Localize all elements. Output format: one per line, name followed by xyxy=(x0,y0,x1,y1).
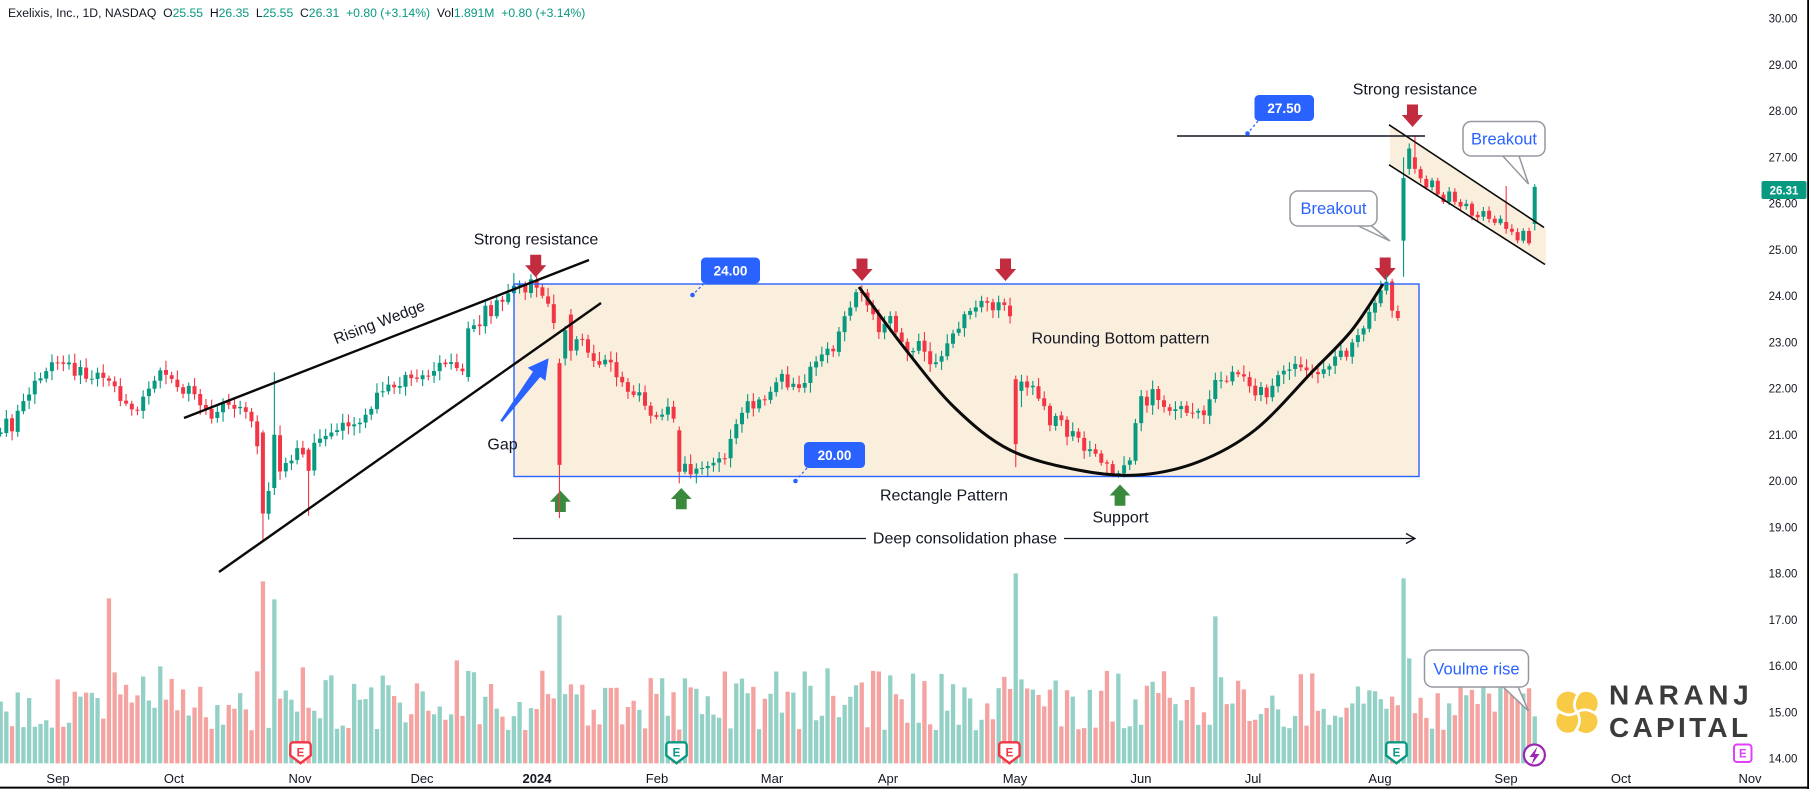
svg-text:Nov: Nov xyxy=(1738,771,1762,786)
svg-text:16.00: 16.00 xyxy=(1769,661,1798,673)
svg-text:Oct: Oct xyxy=(164,771,185,786)
svg-text:28.00: 28.00 xyxy=(1769,106,1798,118)
svg-text:25.00: 25.00 xyxy=(1769,245,1798,257)
svg-text:Deep consolidation phase: Deep consolidation phase xyxy=(873,531,1057,548)
svg-text:Sep: Sep xyxy=(46,771,69,786)
svg-text:Rounding Bottom pattern: Rounding Bottom pattern xyxy=(1032,331,1210,348)
svg-text:Strong resistance: Strong resistance xyxy=(1353,82,1478,99)
svg-text:14.00: 14.00 xyxy=(1769,754,1798,766)
svg-text:22.00: 22.00 xyxy=(1769,384,1798,396)
svg-text:Strong resistance: Strong resistance xyxy=(474,232,599,249)
svg-text:Feb: Feb xyxy=(646,771,668,786)
svg-text:E: E xyxy=(297,747,305,759)
svg-text:23.00: 23.00 xyxy=(1769,337,1798,349)
svg-text:E: E xyxy=(1739,749,1747,761)
svg-text:21.00: 21.00 xyxy=(1769,430,1798,442)
svg-text:27.00: 27.00 xyxy=(1769,152,1798,164)
svg-text:2024: 2024 xyxy=(523,771,553,786)
svg-text:29.00: 29.00 xyxy=(1769,60,1798,72)
svg-text:Gap: Gap xyxy=(487,437,517,454)
svg-text:Voulme rise: Voulme rise xyxy=(1433,661,1519,679)
svg-text:May: May xyxy=(1003,771,1028,786)
svg-text:Support: Support xyxy=(1092,510,1149,527)
svg-text:Jun: Jun xyxy=(1131,771,1152,786)
svg-text:Jul: Jul xyxy=(1245,771,1262,786)
svg-text:Dec: Dec xyxy=(410,771,434,786)
svg-text:27.50: 27.50 xyxy=(1267,101,1301,116)
svg-text:Breakout: Breakout xyxy=(1471,131,1537,149)
svg-text:24.00: 24.00 xyxy=(1769,291,1798,303)
svg-text:15.00: 15.00 xyxy=(1769,707,1798,719)
svg-text:Sep: Sep xyxy=(1494,771,1517,786)
svg-text:E: E xyxy=(1006,747,1014,759)
svg-text:20.00: 20.00 xyxy=(1769,476,1798,488)
svg-text:E: E xyxy=(673,747,681,759)
svg-text:30.00: 30.00 xyxy=(1769,14,1798,26)
svg-text:26.00: 26.00 xyxy=(1769,199,1798,211)
svg-text:26.31: 26.31 xyxy=(1770,186,1799,198)
svg-text:NARANJ: NARANJ xyxy=(1609,680,1753,711)
svg-text:Aug: Aug xyxy=(1368,771,1391,786)
svg-text:19.00: 19.00 xyxy=(1769,522,1798,534)
svg-text:Nov: Nov xyxy=(288,771,312,786)
svg-text:Rectangle Pattern: Rectangle Pattern xyxy=(880,488,1008,505)
svg-text:18.00: 18.00 xyxy=(1769,569,1798,581)
svg-text:Breakout: Breakout xyxy=(1300,200,1366,218)
svg-text:Apr: Apr xyxy=(878,771,899,786)
svg-text:24.00: 24.00 xyxy=(714,264,748,279)
svg-text:20.00: 20.00 xyxy=(818,448,852,463)
svg-text:Exelixis, Inc., 1D, NASDAQ O2: Exelixis, Inc., 1D, NASDAQ O25.55 H26.35… xyxy=(8,6,585,20)
svg-text:E: E xyxy=(1393,747,1401,759)
svg-text:CAPITAL: CAPITAL xyxy=(1609,712,1751,743)
svg-text:Oct: Oct xyxy=(1611,771,1632,786)
svg-text:Mar: Mar xyxy=(761,771,784,786)
svg-text:17.00: 17.00 xyxy=(1769,615,1798,627)
